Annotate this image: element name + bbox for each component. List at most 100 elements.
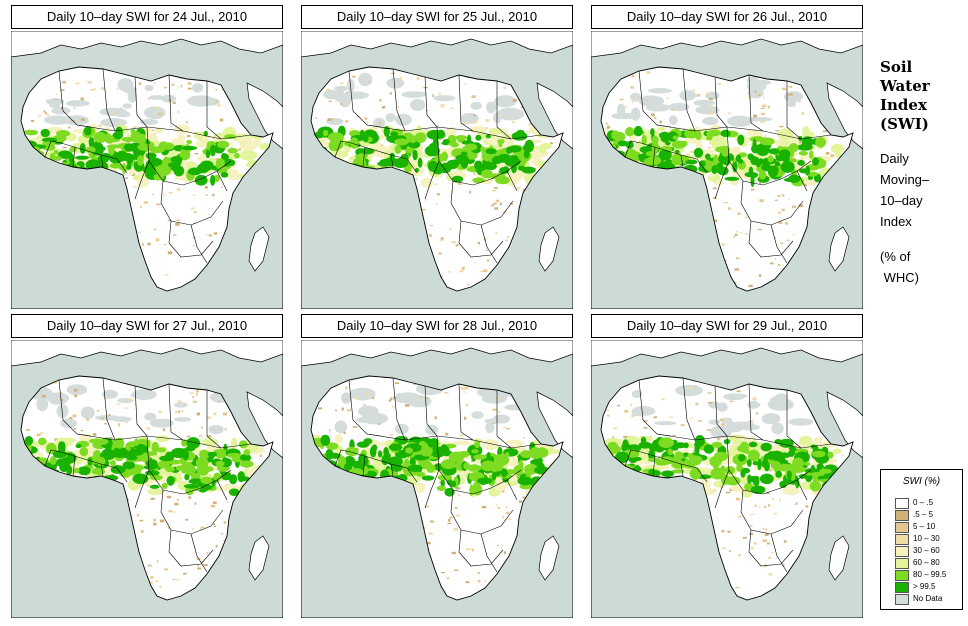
wet-soil-patch	[724, 476, 741, 486]
dry-soil-speck	[707, 429, 711, 431]
wet-soil-patch	[227, 147, 238, 154]
dry-soil-speck	[196, 393, 198, 396]
europe-landmass	[11, 31, 283, 58]
wet-soil-patch	[377, 450, 383, 458]
dry-soil-speck	[447, 522, 452, 525]
dry-soil-speck	[213, 232, 218, 235]
no-data-patch	[342, 91, 370, 100]
country-border	[786, 81, 802, 140]
moist-soil-patch	[546, 443, 554, 455]
europe-landmass	[301, 340, 573, 367]
wet-soil-patch	[175, 465, 183, 471]
legend-label: 30 – 60	[913, 546, 940, 555]
legend-label: > 99.5	[913, 582, 936, 591]
dry-soil-speck	[494, 207, 499, 210]
wet-soil-patch	[444, 487, 455, 497]
no-data-patch	[647, 88, 672, 94]
dry-soil-speck	[116, 403, 121, 405]
dry-soil-speck	[758, 506, 761, 508]
dry-soil-speck	[508, 518, 512, 520]
wet-soil-patch	[747, 474, 752, 485]
map-panel-jul-28: Daily 10–day SWI for 28 Jul., 2010	[301, 314, 573, 620]
dry-soil-speck	[501, 515, 505, 519]
dry-soil-speck	[421, 209, 426, 211]
wet-soil-patch	[73, 467, 80, 474]
no-data-patch	[100, 118, 128, 127]
dry-soil-speck	[180, 84, 183, 88]
dry-soil-speck	[177, 87, 179, 89]
dry-soil-speck	[755, 412, 759, 415]
dry-soil-speck	[464, 83, 467, 86]
dry-soil-speck	[164, 568, 168, 571]
dry-soil-speck	[136, 513, 140, 517]
country-border	[160, 180, 224, 226]
country-border	[458, 220, 504, 258]
dry-soil-speck	[140, 529, 144, 533]
wet-soil-patch	[186, 139, 193, 145]
africa-swi-map	[11, 31, 283, 309]
no-data-patch	[787, 101, 797, 107]
country-border	[496, 81, 512, 140]
dry-soil-speck	[482, 269, 488, 273]
wet-soil-patch	[57, 150, 73, 159]
country-border	[216, 170, 228, 192]
wet-soil-patch	[195, 456, 209, 469]
dry-soil-speck	[497, 507, 501, 509]
wet-soil-patch	[170, 447, 187, 459]
dry-soil-speck	[335, 409, 337, 412]
dry-soil-speck	[159, 519, 165, 523]
wet-soil-patch	[758, 170, 767, 180]
country-border	[424, 160, 440, 200]
wet-soil-patch	[130, 128, 136, 135]
dry-soil-speck	[172, 101, 176, 104]
dry-soil-speck	[174, 502, 179, 506]
dry-soil-speck	[158, 112, 163, 116]
dry-soil-speck	[707, 401, 713, 404]
dry-soil-speck	[75, 82, 80, 85]
country-border	[334, 449, 352, 467]
madagascar-island	[828, 226, 850, 272]
wet-soil-patch	[812, 473, 819, 483]
dry-soil-speck	[194, 502, 197, 505]
wet-soil-patch	[167, 162, 179, 168]
dry-soil-speck	[69, 417, 73, 419]
dry-soil-speck	[605, 409, 610, 412]
map-panel-jul-24: Daily 10–day SWI for 24 Jul., 2010	[11, 5, 283, 311]
dry-soil-speck	[487, 259, 490, 263]
dry-soil-speck	[113, 111, 117, 115]
moist-soil-patch	[446, 126, 457, 138]
dry-soil-speck	[103, 422, 107, 425]
dry-soil-speck	[212, 193, 215, 197]
wet-soil-patch	[112, 446, 128, 459]
dry-soil-speck	[147, 98, 151, 100]
madagascar-island	[828, 535, 850, 581]
dry-soil-speck	[395, 382, 400, 384]
africa-coastline	[310, 66, 564, 292]
wet-soil-patch	[486, 452, 491, 460]
dry-soil-speck	[203, 564, 208, 567]
country-border	[740, 180, 804, 226]
wet-soil-patch	[38, 437, 47, 446]
country-border	[362, 146, 366, 168]
wet-soil-patch	[685, 159, 698, 165]
dry-soil-speck	[154, 107, 160, 109]
dry-soil-speck	[455, 514, 460, 517]
dry-soil-speck	[343, 399, 348, 401]
dry-soil-speck	[225, 484, 229, 487]
country-border	[796, 170, 808, 192]
no-data-patch	[471, 411, 484, 419]
country-border	[458, 74, 474, 132]
dry-soil-speck	[434, 416, 437, 420]
dry-soil-speck	[758, 403, 761, 406]
dry-soil-speck	[696, 94, 700, 97]
wet-soil-patch	[809, 480, 821, 492]
country-border	[134, 385, 148, 437]
no-data-patch	[349, 387, 376, 401]
dry-soil-speck	[165, 274, 169, 276]
dry-soil-speck	[72, 414, 77, 418]
africa-landmass	[601, 376, 853, 600]
dry-soil-speck	[381, 105, 386, 109]
dry-soil-speck	[167, 251, 173, 255]
no-data-patch	[717, 402, 728, 412]
dry-soil-speck	[760, 108, 765, 110]
